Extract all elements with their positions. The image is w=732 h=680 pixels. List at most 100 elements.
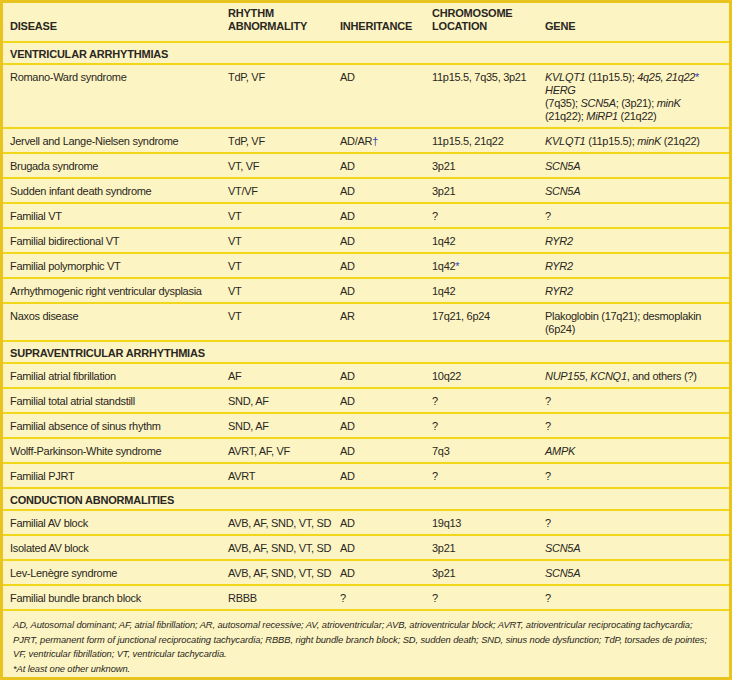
cell-inheritance: AR bbox=[333, 304, 425, 340]
cell-rhythm: TdP, VF bbox=[221, 129, 333, 152]
cell-inheritance: AD bbox=[333, 536, 425, 559]
cell-inheritance: AD bbox=[333, 561, 425, 584]
table-row: Jervell and Lange-Nielsen syndromeTdP, V… bbox=[3, 129, 729, 154]
cell-disease: Brugada syndrome bbox=[3, 154, 221, 177]
table-header-row: DISEASE RHYTHM ABNORMALITY INHERITANCE C… bbox=[3, 3, 729, 43]
cell-inheritance: ? bbox=[333, 586, 425, 609]
column-header-inheritance: INHERITANCE bbox=[333, 16, 425, 38]
section-row: VENTRICULAR ARRHYTHMIAS bbox=[3, 43, 729, 65]
column-header-chromosome-location: CHROMOSOME LOCATION bbox=[425, 3, 538, 37]
cell-inheritance: AD bbox=[333, 279, 425, 302]
cell-rhythm: AVRT bbox=[221, 464, 333, 487]
cell-gene: ? bbox=[538, 204, 729, 227]
cell-gene: ? bbox=[538, 464, 729, 487]
cell-rhythm: AVB, AF, SND, VT, SD bbox=[221, 561, 333, 584]
cell-disease: Wolff-Parkinson-White syndrome bbox=[3, 439, 221, 462]
cell-inheritance: AD bbox=[333, 389, 425, 412]
table-row: Familial atrial fibrillationAFAD10q22NUP… bbox=[3, 364, 729, 389]
cell-disease: Familial polymorphic VT bbox=[3, 254, 221, 277]
cell-location: ? bbox=[425, 389, 538, 412]
cell-disease: Isolated AV block bbox=[3, 536, 221, 559]
cell-location: 3p21 bbox=[425, 179, 538, 202]
cell-inheritance: AD/AR† bbox=[333, 129, 425, 152]
cell-inheritance: AD bbox=[333, 154, 425, 177]
cell-rhythm: VT bbox=[221, 304, 333, 340]
table-row: Familial PJRTAVRTAD?? bbox=[3, 464, 729, 489]
table-body: VENTRICULAR ARRHYTHMIASRomano-Ward syndr… bbox=[3, 43, 729, 611]
table-row: Naxos diseaseVTAR17q21, 6p24Plakoglobin … bbox=[3, 304, 729, 342]
cell-rhythm: TdP, VF bbox=[221, 65, 333, 127]
cell-inheritance: AD bbox=[333, 204, 425, 227]
table-row: Brugada syndromeVT, VFAD3p21SCN5A bbox=[3, 154, 729, 179]
cell-rhythm: AVB, AF, SND, VT, SD bbox=[221, 511, 333, 534]
cell-rhythm: VT bbox=[221, 204, 333, 227]
cell-rhythm: AF bbox=[221, 364, 333, 387]
cell-disease: Familial AV block bbox=[3, 511, 221, 534]
column-header-gene: GENE bbox=[538, 16, 729, 38]
cell-gene: RYR2 bbox=[538, 279, 729, 302]
cell-location: 19q13 bbox=[425, 511, 538, 534]
cell-location: ? bbox=[425, 586, 538, 609]
cell-gene: KVLQT1 (11p15.5); 4q25, 21q22* HERG (7q3… bbox=[538, 65, 729, 127]
cell-rhythm: VT bbox=[221, 229, 333, 252]
table-row: Familial bidirectional VTVTAD1q42RYR2 bbox=[3, 229, 729, 254]
table-footnotes: AD, Autosomal dominant; AF, atrial fibri… bbox=[3, 611, 729, 680]
cell-disease: Naxos disease bbox=[3, 304, 221, 340]
cell-rhythm: AVB, AF, SND, VT, SD bbox=[221, 536, 333, 559]
cell-gene: RYR2 bbox=[538, 229, 729, 252]
table-row: Arrhythmogenic right ventricular dysplas… bbox=[3, 279, 729, 304]
cell-inheritance: AD bbox=[333, 229, 425, 252]
cell-disease: Lev-Lenègre syndrome bbox=[3, 561, 221, 584]
cell-inheritance: AD bbox=[333, 511, 425, 534]
cell-location: 11p15.5, 21q22 bbox=[425, 129, 538, 152]
cell-location: 17q21, 6p24 bbox=[425, 304, 538, 340]
cell-inheritance: AD bbox=[333, 364, 425, 387]
cell-rhythm: VT, VF bbox=[221, 154, 333, 177]
cell-disease: Familial bidirectional VT bbox=[3, 229, 221, 252]
cell-rhythm: AVRT, AF, VF bbox=[221, 439, 333, 462]
cell-disease: Familial absence of sinus rhythm bbox=[3, 414, 221, 437]
cell-gene: RYR2 bbox=[538, 254, 729, 277]
table-row: Romano-Ward syndromeTdP, VFAD11p15.5, 7q… bbox=[3, 65, 729, 129]
table-row: Familial polymorphic VTVTAD1q42*RYR2 bbox=[3, 254, 729, 279]
cell-rhythm: VT bbox=[221, 279, 333, 302]
cell-disease: Jervell and Lange-Nielsen syndrome bbox=[3, 129, 221, 152]
section-label: CONDUCTION ABNORMALITIES bbox=[3, 489, 729, 509]
cell-inheritance: AD bbox=[333, 464, 425, 487]
cell-disease: Familial total atrial standstill bbox=[3, 389, 221, 412]
section-label: SUPRAVENTRICULAR ARRHYTHMIAS bbox=[3, 342, 729, 362]
footnote-abbreviations: AD, Autosomal dominant; AF, atrial fibri… bbox=[13, 618, 719, 662]
cell-disease: Familial atrial fibrillation bbox=[3, 364, 221, 387]
cell-disease: Familial bundle branch block bbox=[3, 586, 221, 609]
cell-gene: ? bbox=[538, 389, 729, 412]
section-row: CONDUCTION ABNORMALITIES bbox=[3, 489, 729, 511]
cell-location: 7q3 bbox=[425, 439, 538, 462]
cell-inheritance: AD bbox=[333, 254, 425, 277]
column-header-disease: DISEASE bbox=[3, 16, 221, 38]
cell-inheritance: AD bbox=[333, 65, 425, 127]
cell-rhythm: VT bbox=[221, 254, 333, 277]
column-header-rhythm-abnormality: RHYTHM ABNORMALITY bbox=[221, 3, 333, 37]
cell-inheritance: AD bbox=[333, 414, 425, 437]
cell-inheritance: AD bbox=[333, 439, 425, 462]
cell-rhythm: SND, AF bbox=[221, 414, 333, 437]
footnote-dagger: †Jervell and Lange-Nielsen syndrome: aut… bbox=[13, 676, 719, 680]
table-row: Familial total atrial standstillSND, AFA… bbox=[3, 389, 729, 414]
cell-gene: AMPK bbox=[538, 439, 729, 462]
cell-rhythm: RBBB bbox=[221, 586, 333, 609]
footnote-asterisk: *At least one other unknown. bbox=[13, 662, 719, 677]
cell-gene: ? bbox=[538, 586, 729, 609]
cell-disease: Familial VT bbox=[3, 204, 221, 227]
cell-rhythm: VT/VF bbox=[221, 179, 333, 202]
cell-location: 1q42* bbox=[425, 254, 538, 277]
table-row: Wolff-Parkinson-White syndromeAVRT, AF, … bbox=[3, 439, 729, 464]
genetic-arrhythmias-table: DISEASE RHYTHM ABNORMALITY INHERITANCE C… bbox=[0, 0, 732, 680]
cell-disease: Sudden infant death syndrome bbox=[3, 179, 221, 202]
cell-location: 10q22 bbox=[425, 364, 538, 387]
table-row: Lev-Lenègre syndromeAVB, AF, SND, VT, SD… bbox=[3, 561, 729, 586]
table-row: Familial absence of sinus rhythmSND, AFA… bbox=[3, 414, 729, 439]
cell-gene: SCN5A bbox=[538, 154, 729, 177]
cell-location: 3p21 bbox=[425, 536, 538, 559]
cell-gene: SCN5A bbox=[538, 179, 729, 202]
cell-gene: KVLQT1 (11p15.5); minK (21q22) bbox=[538, 129, 729, 152]
